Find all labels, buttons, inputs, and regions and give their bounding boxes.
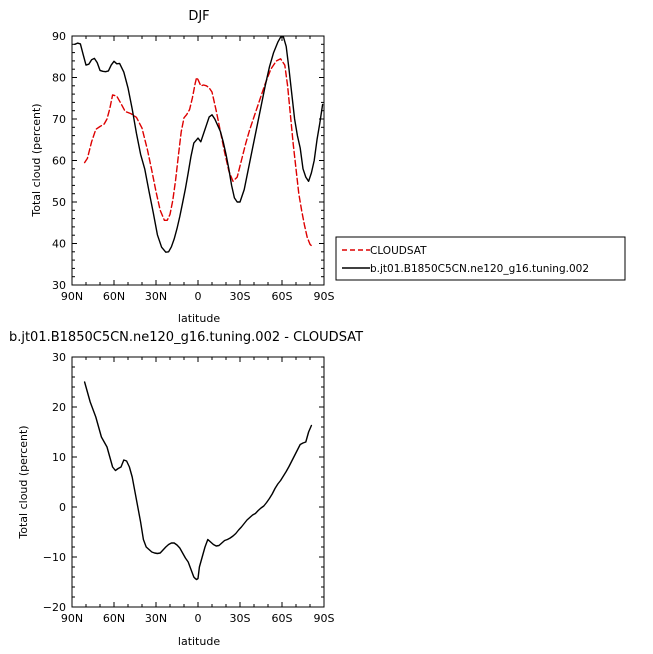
x-tick-label: 60N xyxy=(103,290,125,303)
plot-frame xyxy=(71,356,325,608)
x-tick-label: 60S xyxy=(272,612,293,625)
x-tick-label: 60N xyxy=(103,612,125,625)
y-tick-label: 60 xyxy=(52,155,66,168)
series-line-cloudsat xyxy=(83,58,313,247)
y-axis-label: Total cloud (percent) xyxy=(17,425,30,539)
chart-title-difference: b.jt01.B1850C5CN.ne120_g16.tuning.002 - … xyxy=(9,330,363,345)
x-tick-label: 90N xyxy=(61,612,83,625)
y-tick-label: 0 xyxy=(59,501,66,514)
x-tick-label: 30N xyxy=(145,290,167,303)
y-tick-label: 10 xyxy=(52,451,66,464)
x-tick-label: 90S xyxy=(314,612,335,625)
tick-marks xyxy=(71,356,325,608)
chart-title: DJF xyxy=(188,9,209,24)
x-tick-label: 90S xyxy=(314,290,335,303)
y-tick-label: 90 xyxy=(52,30,66,43)
y-tick-label: −10 xyxy=(43,551,66,564)
y-tick-labels: −20 −10 0 10 20 30 xyxy=(43,351,66,614)
series-lines xyxy=(83,381,313,581)
series-lines xyxy=(74,36,324,253)
x-tick-labels: 90N 60N 30N 0 30S 60S 90S xyxy=(61,612,335,625)
panel-djf: DJF 90N 60N 30N 0 30S 60S 90S 30 40 50 60 70 80 90 l… xyxy=(30,9,335,325)
y-tick-label: −20 xyxy=(43,601,66,614)
y-tick-label: 70 xyxy=(52,113,66,126)
x-tick-label: 90N xyxy=(61,290,83,303)
x-tick-label: 30N xyxy=(145,612,167,625)
x-axis-label: latitude xyxy=(178,635,220,648)
y-tick-label: 20 xyxy=(52,401,66,414)
y-tick-label: 80 xyxy=(52,72,66,85)
x-tick-label: 0 xyxy=(195,612,202,625)
x-tick-label: 60S xyxy=(272,290,293,303)
y-tick-label: 40 xyxy=(52,238,66,251)
legend-label-model: b.jt01.B1850C5CN.ne120_g16.tuning.002 xyxy=(370,263,589,275)
panel-difference: b.jt01.B1850C5CN.ne120_g16.tuning.002 - … xyxy=(9,330,363,648)
y-tick-label: 30 xyxy=(52,279,66,292)
y-tick-labels: 30 40 50 60 70 80 90 xyxy=(52,30,66,292)
legend-label-cloudsat: CLOUDSAT xyxy=(370,245,427,257)
legend-box xyxy=(335,236,626,281)
x-axis-label: latitude xyxy=(178,312,220,325)
x-tick-label: 30S xyxy=(230,612,251,625)
y-axis-label: Total cloud (percent) xyxy=(30,103,43,217)
y-tick-label: 50 xyxy=(52,196,66,209)
series-line-difference xyxy=(83,381,313,581)
legend: CLOUDSAT b.jt01.B1850C5CN.ne120_g16.tuni… xyxy=(335,236,626,281)
x-tick-label: 0 xyxy=(195,290,202,303)
x-tick-label: 30S xyxy=(230,290,251,303)
y-tick-label: 30 xyxy=(52,351,66,364)
x-tick-labels: 90N 60N 30N 0 30S 60S 90S xyxy=(61,290,335,303)
plot-frame xyxy=(71,35,325,286)
series-line-model xyxy=(74,36,324,253)
